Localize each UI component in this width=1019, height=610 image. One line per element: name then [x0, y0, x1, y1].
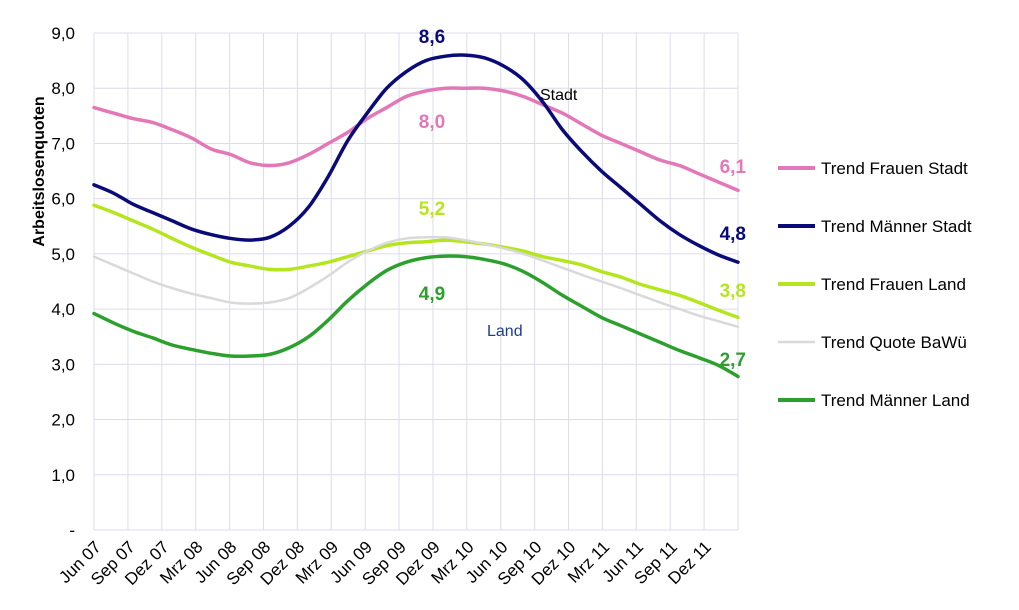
y-tick-label: 8,0 [51, 79, 75, 98]
annotation-label: Stadt [540, 87, 578, 104]
legend-label: Trend Frauen Stadt [821, 159, 968, 178]
data-label: 4,8 [720, 224, 746, 245]
y-tick-label: 7,0 [51, 134, 75, 153]
y-tick-label: 3,0 [51, 355, 75, 374]
data-label: 2,7 [720, 350, 746, 371]
data-label: 5,2 [419, 199, 445, 220]
legend-label: Trend Männer Stadt [821, 217, 972, 236]
y-tick-label: - [69, 521, 75, 540]
data-label: 4,9 [419, 284, 445, 305]
y-tick-label: 2,0 [51, 411, 75, 430]
data-label: 8,0 [419, 112, 445, 133]
series-line [92, 235, 740, 329]
y-tick-label: 6,0 [51, 190, 75, 209]
data-label: 8,6 [419, 27, 445, 48]
legend-label: Trend Frauen Land [821, 275, 966, 294]
series-line [92, 86, 740, 193]
y-tick-label: 5,0 [51, 245, 75, 264]
annotation-label: Land [487, 323, 523, 340]
data-label: 3,8 [720, 281, 746, 302]
data-label: 6,1 [720, 157, 747, 178]
series-line [92, 254, 740, 379]
legend-label: Trend Quote BaWü [821, 333, 967, 352]
series-line [92, 53, 740, 264]
legend-label: Trend Männer Land [821, 391, 970, 410]
y-tick-label: 4,0 [51, 300, 75, 319]
y-tick-label: 1,0 [51, 466, 75, 485]
y-axis-label: Arbeitslosenquoten [31, 96, 48, 246]
y-tick-label: 9,0 [51, 24, 75, 43]
series-line [92, 203, 740, 320]
